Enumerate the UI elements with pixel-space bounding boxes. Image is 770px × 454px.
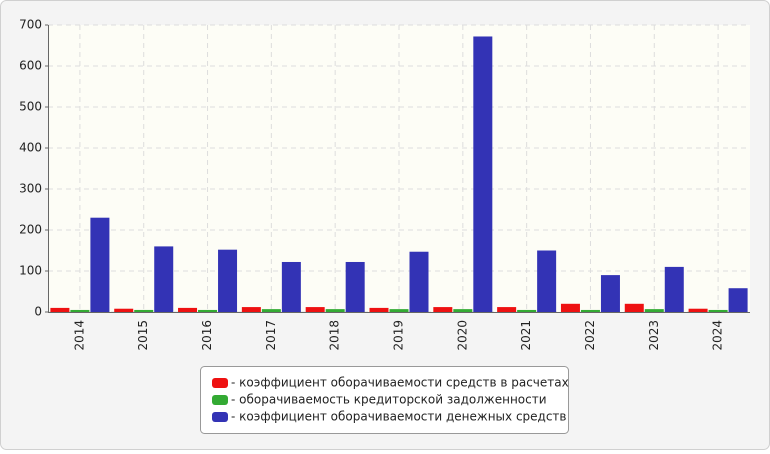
x-tick-label: 2021 — [519, 320, 533, 351]
x-tick-label: 2023 — [647, 320, 661, 351]
bar — [114, 308, 134, 312]
y-tick-label: 400 — [19, 141, 42, 155]
x-tick-label: 2018 — [328, 320, 342, 351]
bar — [473, 36, 493, 312]
bar — [688, 308, 708, 312]
bar — [50, 307, 70, 312]
bar — [198, 309, 218, 312]
bar — [154, 246, 174, 312]
bar — [708, 309, 728, 312]
bar — [664, 266, 684, 312]
bar — [409, 251, 429, 312]
y-tick-label: 200 — [19, 223, 42, 237]
x-tick-label: 2014 — [72, 320, 86, 351]
bar — [728, 288, 748, 312]
y-tick-label: 500 — [19, 100, 42, 114]
legend-swatch — [212, 378, 228, 388]
bar — [305, 307, 325, 312]
y-tick-label: 600 — [19, 59, 42, 73]
bar — [389, 309, 409, 312]
x-tick-label: 2016 — [200, 320, 214, 351]
bar — [497, 307, 517, 312]
bar — [453, 309, 473, 312]
bar — [624, 303, 644, 312]
x-tick-label: 2024 — [711, 320, 725, 351]
bar — [600, 275, 620, 312]
y-tick-label: 300 — [19, 182, 42, 196]
bar — [261, 309, 281, 312]
bar — [560, 303, 580, 312]
bar — [369, 307, 389, 312]
legend-label: - оборачиваемость кредиторской задолженн… — [231, 393, 547, 407]
legend-label: - коэффициент оборачиваемости средств в … — [231, 376, 569, 390]
y-tick-label: 700 — [19, 18, 42, 32]
bar — [345, 261, 365, 312]
bar — [325, 309, 345, 312]
bar — [281, 261, 301, 312]
bar — [517, 309, 537, 312]
x-tick-label: 2020 — [455, 320, 469, 351]
legend-label: - коэффициент оборачиваемости денежных с… — [231, 410, 567, 424]
y-tick-label: 100 — [19, 264, 42, 278]
bar — [537, 250, 557, 312]
bar — [90, 217, 110, 312]
bar — [644, 309, 664, 312]
x-tick-label: 2019 — [392, 320, 406, 351]
legend-swatch — [212, 412, 228, 422]
legend — [200, 366, 569, 434]
y-tick-label: 0 — [34, 305, 42, 319]
legend-swatch — [212, 395, 228, 405]
x-tick-label: 2015 — [136, 320, 150, 351]
bar — [433, 307, 453, 312]
x-tick-label: 2017 — [264, 320, 278, 351]
bar — [178, 307, 198, 312]
bar — [218, 249, 238, 312]
bar — [70, 309, 90, 312]
bar — [580, 309, 600, 312]
x-tick-label: 2022 — [583, 320, 597, 351]
bar — [134, 309, 154, 312]
bar — [241, 307, 261, 312]
